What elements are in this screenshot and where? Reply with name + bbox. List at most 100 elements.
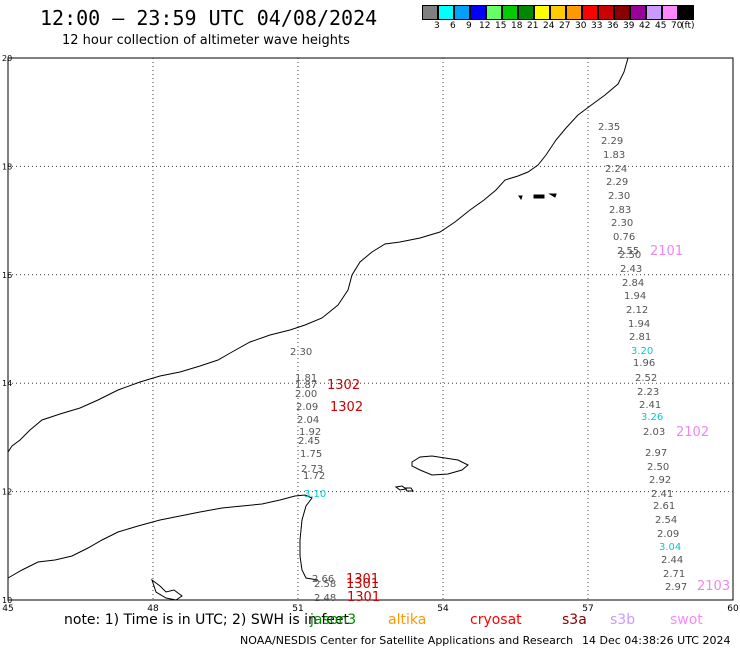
wave-height-value: 2.81: [629, 332, 651, 343]
wave-height-value: 2.54: [655, 515, 677, 526]
legend-label: 12: [479, 21, 491, 31]
wave-height-value: 1.87: [295, 380, 317, 391]
generated-timestamp: 14 Dec 04:38:26 UTC 2024: [582, 634, 731, 647]
coastline-arabia: [7, 57, 629, 453]
legend-label: 33: [591, 21, 603, 31]
wave-height-value: 3.10: [304, 489, 326, 500]
legend-swatch: [598, 5, 614, 20]
credit-line: NOAA/NESDIS Center for Satellite Applica…: [240, 634, 574, 647]
legend-label: 36: [607, 21, 619, 31]
wave-height-value: 1.94: [628, 319, 650, 330]
longitude-tick-label: 45: [2, 604, 13, 614]
wave-height-value: 2.66: [312, 574, 334, 585]
wave-height-value: 1.81: [295, 373, 317, 384]
wave-height-value: 2.48: [314, 593, 336, 604]
satellite-swot-label: swot: [670, 612, 703, 628]
latitude-tick-label: 18: [2, 162, 12, 171]
wave-height-value: 3.04: [659, 542, 681, 553]
satellite-s3b-label: s3b: [610, 612, 636, 628]
latitude-tick-label: 14: [2, 379, 12, 388]
longitude-tick-label: 48: [147, 604, 159, 614]
wave-height-value: 2.30: [608, 191, 630, 202]
wave-height-value: 2.23: [637, 387, 659, 398]
map-subtitle: 12 hour collection of altimeter wave hei…: [62, 33, 350, 48]
legend-swatch: [486, 5, 502, 20]
legend-label: 3: [434, 21, 440, 31]
satellite-jason3-label: jason3: [310, 612, 357, 628]
footer-note-text: note: 1) Time is in UTC; 2) SWH is in fe…: [64, 612, 350, 628]
wave-height-value: 1.83: [603, 150, 625, 161]
wave-height-value: 0.76: [613, 232, 635, 243]
wave-height-value: 2.83: [609, 205, 631, 216]
wave-height-value: 2.09: [296, 402, 318, 413]
wave-height-value: 2.55: [617, 246, 639, 257]
wave-height-value: 2.52: [635, 373, 657, 384]
map-frame: [7, 57, 734, 601]
legend-swatch: [614, 5, 630, 20]
coastline-somalia: [7, 494, 319, 581]
islet: [404, 487, 414, 492]
satellite-s3a-label: s3a: [562, 612, 587, 628]
wave-height-value: 2.58: [314, 579, 336, 590]
legend-label: 39: [623, 21, 635, 31]
legend-swatch: [582, 5, 598, 20]
wave-height-value: 2.92: [649, 475, 671, 486]
latitude-tick-label: 10: [2, 596, 12, 605]
legend-swatch: [518, 5, 534, 20]
wave-height-value: 2.41: [651, 489, 673, 500]
wave-height-value: 2.50: [619, 250, 641, 261]
wave-height-value: 2.24: [605, 164, 627, 175]
wave-height-value: 1.96: [633, 358, 655, 369]
wave-height-value: 2.12: [626, 305, 648, 316]
wave-height-value: 2.84: [622, 278, 644, 289]
legend-unit: (ft): [681, 21, 695, 31]
legend-label: 70: [671, 21, 683, 31]
color-scale-labels: 3 6 9 12 15 18 21 24 27 30 33 36 39 42 45 70 (ft): [422, 21, 740, 33]
legend-swatch: [454, 5, 470, 20]
islet: [518, 195, 523, 201]
wave-height-value: 2.29: [601, 136, 623, 147]
wave-height-value: 2.61: [653, 501, 675, 512]
pass-id-label: 2103: [697, 579, 730, 594]
pass-id-label: 2102: [676, 425, 709, 440]
legend-swatch: [566, 5, 582, 20]
wave-height-value: 2.41: [639, 400, 661, 411]
wave-height-value: 2.44: [661, 555, 683, 566]
legend-swatch: [678, 5, 694, 20]
islet: [533, 194, 545, 199]
legend-label: 30: [575, 21, 587, 31]
wave-height-value: 2.35: [598, 122, 620, 133]
legend-swatch: [534, 5, 550, 20]
socotra-island: [411, 455, 469, 476]
pass-id-label: 1302: [330, 400, 363, 415]
legend-label: 15: [495, 21, 507, 31]
legend-swatch: [550, 5, 566, 20]
latitude-tick-label: 12: [2, 488, 12, 497]
wave-height-value: 2.71: [663, 569, 685, 580]
wave-height-value: 2.00: [295, 389, 317, 400]
wave-height-value: 2.73: [301, 464, 323, 475]
satellite-altika-label: altika: [388, 612, 427, 628]
wave-height-value: 2.43: [620, 264, 642, 275]
legend-label: 6: [450, 21, 456, 31]
legend-label: 24: [543, 21, 555, 31]
wave-height-value: 3.20: [631, 346, 653, 357]
pass-id-label: 1301: [347, 590, 380, 605]
coastal-feature: [151, 578, 183, 601]
wave-height-value: 1.92: [299, 427, 321, 438]
legend-swatch: [438, 5, 454, 20]
legend-swatch: [630, 5, 646, 20]
longitude-tick-label: 51: [292, 604, 303, 614]
wave-height-value: 2.97: [645, 448, 667, 459]
wave-height-value: 1.72: [303, 471, 325, 482]
wave-height-value: 2.45: [298, 436, 320, 447]
wave-height-value: 1.94: [624, 291, 646, 302]
wave-height-value: 2.50: [647, 462, 669, 473]
wave-height-value: 2.29: [606, 177, 628, 188]
longitude-tick-label: 57: [582, 604, 593, 614]
wave-height-value: 2.03: [643, 427, 665, 438]
legend-label: 18: [511, 21, 523, 31]
legend-swatch: [502, 5, 518, 20]
